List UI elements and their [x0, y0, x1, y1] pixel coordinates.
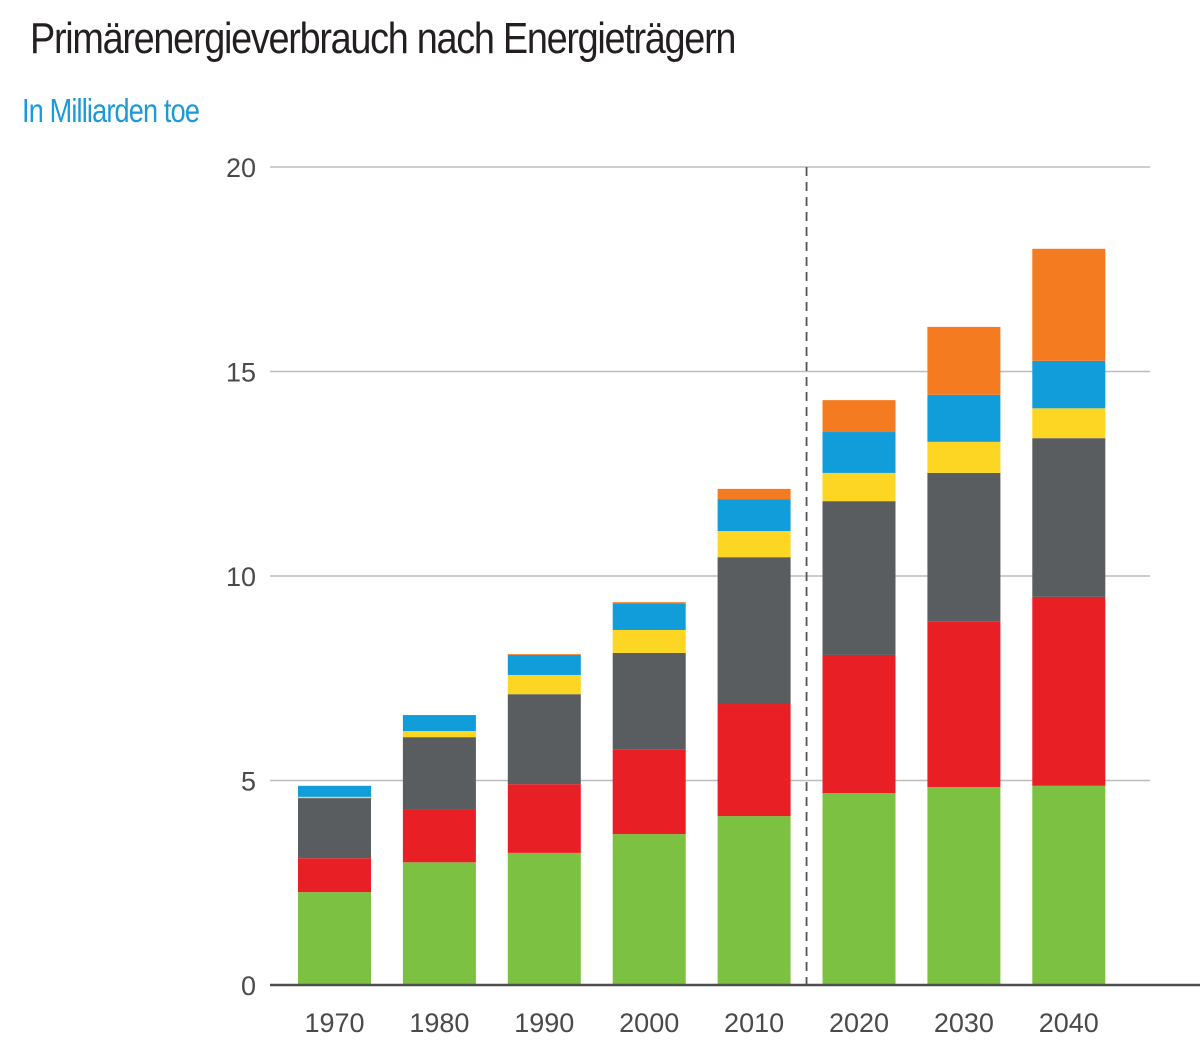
bar-segment-green: [822, 793, 896, 985]
y-axis-ticks: 0 5 10 15 20: [226, 153, 256, 1001]
bar-stack-1990: [507, 654, 581, 985]
bar-segment-yellow: [298, 796, 371, 799]
bar-segment-red: [298, 858, 371, 893]
bar-segment-blue: [612, 603, 686, 630]
bar-segment-dark-gray: [927, 472, 1001, 622]
x-tick-label: 1990: [514, 1008, 574, 1038]
bar-segment-dark-gray: [1032, 438, 1106, 597]
bar-stack-2010: [717, 488, 791, 985]
y-tick-label: 0: [241, 971, 256, 1001]
bar-segment-red: [402, 809, 476, 863]
bar-segment-blue: [1032, 360, 1106, 409]
y-tick-label: 5: [241, 767, 256, 797]
bar-segment-orange: [927, 326, 1001, 395]
x-tick-label: 2000: [619, 1008, 679, 1038]
bar-segment-yellow: [822, 472, 896, 502]
bar-segment-green: [1032, 785, 1106, 985]
bar-segment-blue: [927, 394, 1001, 442]
bar-segment-green: [927, 787, 1001, 985]
x-tick-label: 2040: [1039, 1008, 1099, 1038]
bar-segment-blue: [298, 785, 371, 797]
bar-segment-orange: [1032, 248, 1106, 361]
bar-segment-green: [612, 834, 686, 985]
bar-segment-green: [402, 862, 476, 985]
chart-subtitle: In Milliarden toe: [22, 92, 200, 129]
bar-segment-red: [507, 784, 581, 853]
bar-segment-dark-gray: [298, 798, 371, 859]
bar-segment-red: [717, 704, 791, 817]
bar-segment-yellow: [1032, 408, 1106, 439]
bar-segment-yellow: [402, 731, 476, 738]
gridlines: [270, 166, 1150, 782]
bar-segment-orange: [822, 400, 896, 433]
bar-stack-2030: [927, 326, 1001, 985]
bar-segment-green: [298, 892, 371, 985]
bar-segment-orange: [612, 602, 686, 604]
bar-segment-yellow: [927, 441, 1001, 473]
bar-segment-green: [717, 816, 791, 985]
bar-segment-red: [612, 749, 686, 835]
bar-segment-orange: [507, 654, 581, 655]
x-tick-label: 1970: [304, 1008, 364, 1038]
bar-segment-dark-gray: [507, 694, 581, 785]
bar-stack-2000: [612, 602, 686, 985]
bar-stack-2020: [822, 400, 896, 985]
y-tick-label: 20: [226, 153, 256, 183]
bar-segment-red: [1032, 596, 1106, 786]
bar-stack-1970: [298, 785, 371, 985]
bar-segment-yellow: [717, 531, 791, 558]
bar-segment-dark-gray: [402, 737, 476, 810]
chart-title: Primärenergieverbrauch nach Energieträge…: [30, 14, 736, 63]
bar-segment-red: [822, 654, 896, 794]
bars: [298, 248, 1106, 985]
y-tick-label: 10: [226, 562, 256, 592]
x-tick-label: 1980: [409, 1008, 469, 1038]
x-tick-label: 2010: [724, 1008, 784, 1038]
bar-stack-1980: [402, 715, 476, 985]
bar-segment-dark-gray: [717, 557, 791, 705]
x-tick-label: 2030: [934, 1008, 994, 1038]
bar-segment-blue: [507, 654, 581, 675]
bar-segment-yellow: [612, 629, 686, 653]
bar-segment-blue: [717, 499, 791, 532]
bar-segment-red: [927, 621, 1001, 788]
bar-segment-green: [507, 852, 581, 985]
bar-stack-2040: [1032, 248, 1106, 985]
bar-segment-dark-gray: [822, 501, 896, 655]
bar-segment-blue: [402, 715, 476, 732]
bar-segment-yellow: [507, 674, 581, 695]
bar-segment-dark-gray: [612, 652, 686, 750]
bar-segment-orange: [717, 488, 791, 500]
bar-segment-blue: [822, 432, 896, 473]
y-tick-label: 15: [226, 358, 256, 388]
x-tick-label: 2020: [829, 1008, 889, 1038]
x-axis-ticks: 1970 1980 1990 2000 2010 2020 2030 2040: [304, 1008, 1098, 1038]
